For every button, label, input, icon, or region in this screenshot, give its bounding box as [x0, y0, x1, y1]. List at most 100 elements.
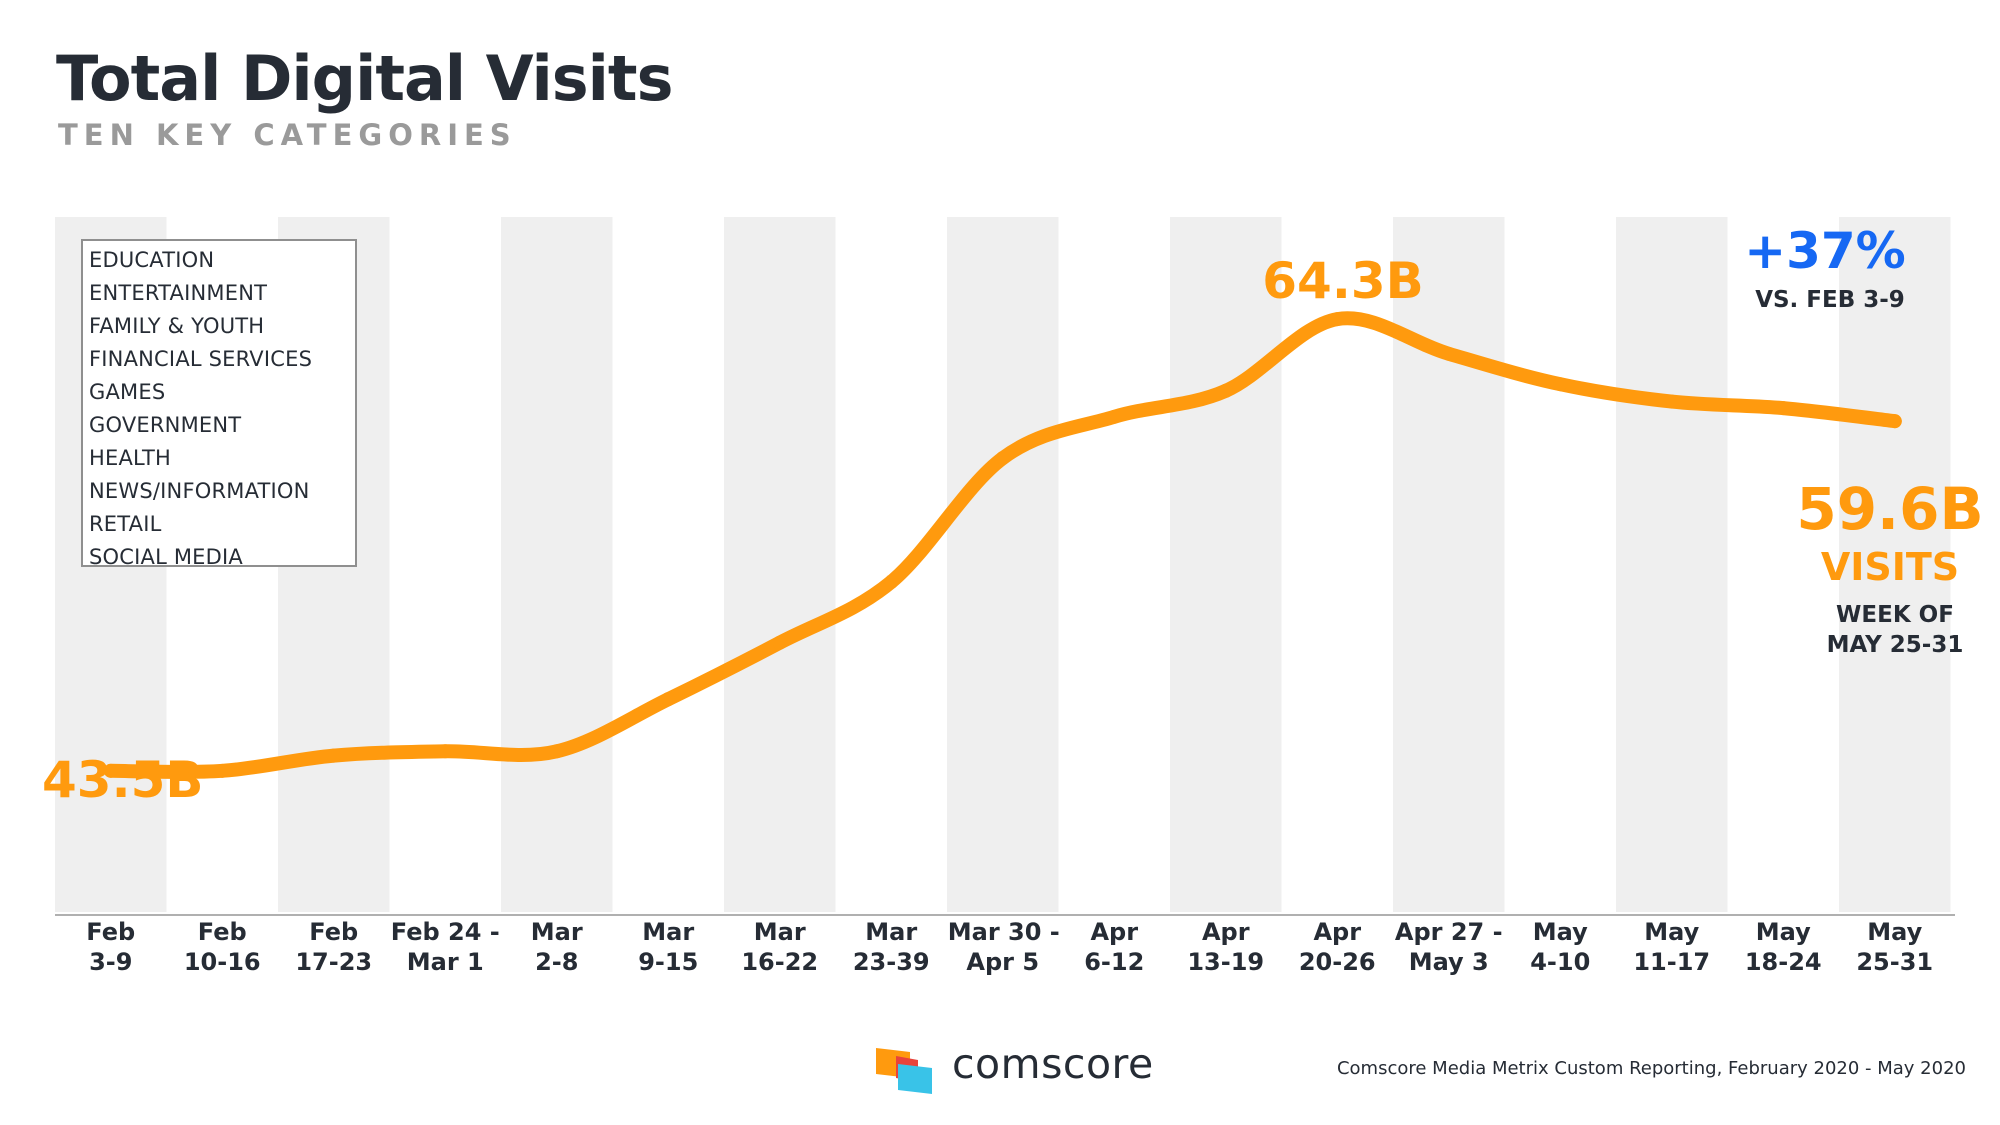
data-point	[1553, 377, 1568, 392]
x-tick-label: Apr 27 - May 3	[1394, 917, 1504, 977]
data-point	[1776, 401, 1791, 416]
x-tick-label-line2: 16-22	[741, 948, 819, 976]
end-week-line1: WEEK OF	[1836, 602, 1954, 628]
legend-item: EDUCATION	[89, 248, 215, 272]
x-tick-label-line2: 25-31	[1856, 948, 1934, 976]
legend-item: GOVERNMENT	[89, 413, 242, 437]
column-band	[724, 217, 836, 912]
x-tick-label-line2: 2-8	[535, 948, 579, 976]
data-point	[215, 763, 230, 778]
x-tick-label-line2: 6-12	[1084, 948, 1145, 976]
page-subtitle: TEN KEY CATEGORIES	[58, 118, 517, 152]
start-value-label: 43.5B	[42, 751, 204, 809]
end-week-line2: MAY 25-31	[1826, 632, 1964, 658]
x-tick-label: Feb 3-9	[56, 917, 166, 977]
x-tick-label-line1: Mar	[753, 918, 806, 946]
x-tick-label-line2: 23-39	[852, 948, 930, 976]
x-tick-label-line1: Apr	[1201, 918, 1250, 946]
column-bands	[55, 217, 1951, 912]
x-tick-label: May 18-24	[1728, 917, 1838, 977]
legend-item: FAMILY & YOUTH	[89, 314, 265, 338]
x-tick-label-line2: Apr 5	[966, 948, 1040, 976]
x-tick-label-line2: 13-19	[1187, 948, 1265, 976]
column-band	[1839, 217, 1951, 912]
data-point	[326, 748, 341, 763]
comscore-logo-text: comscore	[952, 1040, 1154, 1088]
x-tick-label: Apr 6-12	[1059, 917, 1169, 977]
x-tick-label-line1: Apr	[1090, 918, 1139, 946]
end-week-label: WEEK OF MAY 25-31	[1775, 600, 2000, 660]
data-point	[772, 635, 787, 650]
x-tick-label: May 11-17	[1617, 917, 1727, 977]
legend-item: RETAIL	[89, 512, 162, 536]
legend-item: GAMES	[89, 380, 166, 404]
x-tick-label-line1: Feb	[309, 918, 359, 946]
x-tick-label-line1: May	[1867, 918, 1923, 946]
x-tick-label-line2: 11-17	[1633, 948, 1711, 976]
x-tick-label-line1: Feb	[86, 918, 136, 946]
column-band	[501, 217, 613, 912]
column-band	[1393, 217, 1505, 912]
end-value-label: 59.6B	[1796, 475, 1984, 543]
data-point	[438, 744, 453, 759]
column-band	[1616, 217, 1728, 912]
x-tick-label: Feb 24 - Mar 1	[390, 917, 500, 977]
x-tick-label-line1: Apr 27 -	[1394, 918, 1503, 946]
x-tick-label-line2: 4-10	[1530, 948, 1591, 976]
change-percent-label: +37%	[1744, 222, 1906, 280]
x-tick-label: May 25-31	[1840, 917, 1950, 977]
x-tick-label-line1: Apr	[1313, 918, 1362, 946]
data-point	[1330, 312, 1345, 327]
x-tick-label-line1: Feb	[197, 918, 247, 946]
x-tick-label-line2: 10-16	[183, 948, 261, 976]
data-point	[1218, 383, 1233, 398]
x-tick-label: Mar 23-39	[836, 917, 946, 977]
x-tick-label-line1: Mar	[642, 918, 695, 946]
x-tick-label-line2: 17-23	[295, 948, 373, 976]
x-tick-label-line2: 3-9	[89, 948, 133, 976]
legend-item: SOCIAL MEDIA	[89, 545, 243, 569]
source-note: Comscore Media Metrix Custom Reporting, …	[1336, 1058, 1966, 1079]
legend-item: FINANCIAL SERVICES	[89, 347, 313, 371]
data-point	[1887, 414, 1902, 429]
data-point	[1107, 409, 1122, 424]
x-tick-label: Feb 10-16	[167, 917, 277, 977]
data-point	[1664, 394, 1679, 409]
x-tick-label-line2: May 3	[1408, 948, 1489, 976]
x-tick-label: Apr 13-19	[1171, 917, 1281, 977]
x-tick-label-line1: May	[1755, 918, 1811, 946]
data-point	[1441, 346, 1456, 361]
x-tick-label-line1: May	[1644, 918, 1700, 946]
page-title: Total Digital Visits	[56, 42, 673, 115]
peak-value-label: 64.3B	[1262, 252, 1424, 310]
x-tick-label-line1: Mar 30 -	[947, 918, 1060, 946]
x-tick-label: May 4-10	[1505, 917, 1615, 977]
data-point	[549, 744, 564, 759]
data-point	[661, 692, 676, 707]
comscore-logo-icon	[876, 1048, 932, 1094]
x-tick-label-line1: Feb 24 -	[390, 918, 500, 946]
x-tick-label: Mar 9-15	[613, 917, 723, 977]
x-tick-label-line1: Mar	[530, 918, 583, 946]
data-point	[103, 763, 118, 778]
x-tick-label: Feb 17-23	[279, 917, 389, 977]
legend: EDUCATION ENTERTAINMENT FAMILY & YOUTH F…	[81, 239, 357, 569]
x-tick-label-line1: May	[1532, 918, 1588, 946]
x-tick-label-line2: 18-24	[1744, 948, 1822, 976]
column-band	[947, 217, 1059, 912]
data-point	[884, 574, 899, 589]
x-tick-label: Mar 16-22	[725, 917, 835, 977]
legend-item: ENTERTAINMENT	[89, 281, 268, 305]
legend-item: HEALTH	[89, 446, 172, 470]
x-tick-label: Apr 20-26	[1282, 917, 1392, 977]
x-tick-label-line2: 20-26	[1298, 948, 1376, 976]
x-tick-label-line2: Mar 1	[406, 948, 484, 976]
end-unit-label: VISITS	[1820, 545, 1960, 589]
column-band	[1170, 217, 1282, 912]
x-tick-label-line2: 9-15	[638, 948, 699, 976]
legend-item: NEWS/INFORMATION	[89, 479, 310, 503]
x-tick-label-line1: Mar	[865, 918, 918, 946]
x-tick-label: Mar 2-8	[502, 917, 612, 977]
x-tick-label: Mar 30 - Apr 5	[947, 917, 1060, 977]
